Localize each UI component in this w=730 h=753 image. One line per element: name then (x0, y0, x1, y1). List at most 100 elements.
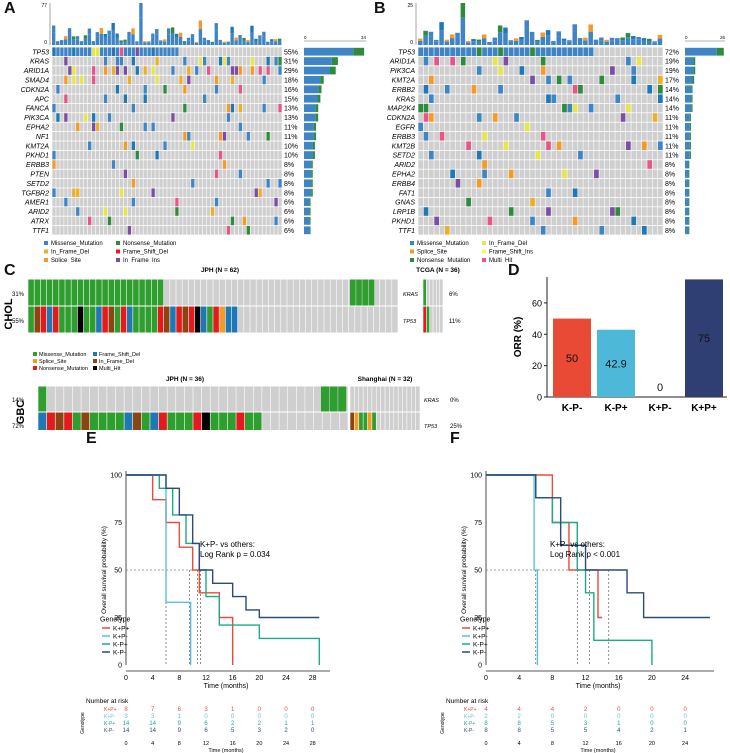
oncoplot-cell (508, 216, 514, 226)
oncoplot-cell (487, 179, 493, 188)
oncoplot-cell (482, 85, 487, 94)
oncoplot-cell (171, 188, 175, 197)
track-cell (200, 306, 207, 333)
oncoplot-cell (87, 179, 92, 188)
oncoplot-cell (546, 216, 551, 226)
top-bar (139, 3, 143, 18)
track-cell (322, 412, 331, 430)
oncoplot-cell (60, 179, 64, 188)
oncoplot-cell (620, 150, 626, 160)
track-cell (188, 279, 195, 306)
track-cell (59, 279, 65, 306)
top-bar (131, 28, 135, 35)
gene-label: SMAD4 (25, 78, 49, 85)
oncoplot-cell (262, 150, 266, 160)
risk-value: 0 (231, 714, 235, 720)
track-cell (385, 412, 390, 430)
oncoplot-cell (460, 113, 466, 122)
oncoplot-cell (514, 169, 519, 179)
oncoplot-cell (278, 216, 282, 226)
oncoplot-cell (56, 150, 60, 160)
oncoplot-cell (530, 197, 535, 207)
oncoplot-cell (657, 226, 663, 235)
oncoplot-cell (143, 94, 147, 103)
track-cell (200, 279, 207, 306)
oncoplot-cell (588, 94, 594, 103)
oncoplot-cell (439, 56, 445, 66)
oncoplot-cell (610, 75, 615, 85)
oncoplot-cell (492, 113, 498, 122)
oncoplot-cell (56, 94, 60, 103)
track-cell (219, 412, 228, 430)
oncoplot-cell (636, 216, 642, 226)
oncoplot-cell (123, 47, 128, 56)
oncoplot-cell (519, 169, 525, 179)
oncoplot-cell (572, 160, 578, 169)
oncoplot-cell (230, 150, 235, 160)
oncoplot-cell (250, 150, 254, 160)
oncoplot-cell (91, 56, 96, 66)
oncoplot-cell (64, 207, 68, 216)
oncoplot-cell (270, 150, 274, 160)
oncoplot-cell (195, 169, 199, 179)
oncoplot-cell (562, 141, 567, 150)
oncoplot-cell (262, 207, 266, 216)
track-cell (237, 306, 244, 333)
oncoplot-cell (562, 56, 567, 66)
oncoplot-cell (428, 66, 434, 75)
oncoplot-cell (594, 169, 599, 179)
track-cell (133, 412, 142, 430)
track-cell (293, 306, 300, 333)
oncoplot-cell (115, 179, 120, 188)
oncoplot-cell (175, 132, 179, 141)
oncoplot-cell (599, 75, 605, 85)
oncoplot-cell (202, 150, 207, 160)
oncoplot-cell (151, 150, 155, 160)
oncoplot-cell (151, 179, 155, 188)
oncoplot-cell (91, 169, 96, 179)
oncoplot-cell (455, 160, 461, 169)
oncoplot-cell (60, 197, 64, 207)
oncoplot-cell (214, 103, 219, 113)
track-cell (350, 412, 355, 430)
oncoplot-cell (163, 160, 167, 169)
oncoplot-cell (171, 141, 175, 150)
gene-pct: 17% (665, 78, 679, 85)
oncoplot-cell (588, 188, 594, 197)
gene-label: ARID1A (389, 59, 416, 66)
oncoplot-cell (636, 226, 642, 235)
oncoplot-cell (202, 179, 207, 188)
oncoplot-cell (230, 160, 235, 169)
oncoplot-cell (167, 113, 171, 122)
oncoplot-cell (131, 85, 135, 94)
oncoplot-cell (562, 85, 567, 94)
oncoplot-cell (56, 226, 60, 235)
oncoplot-cell (270, 132, 274, 141)
track-cell (363, 412, 368, 430)
oncoplot-cell (76, 207, 80, 216)
oncoplot-cell (610, 150, 615, 160)
oncoplot-cell (254, 75, 258, 85)
oncoplot-cell (250, 113, 254, 122)
oncoplot-cell (179, 150, 183, 160)
oncoplot-cell (572, 66, 578, 75)
oncoplot-cell (183, 75, 187, 85)
oncoplot-cell (159, 188, 163, 197)
oncoplot-cell (171, 169, 175, 179)
track-cell (398, 386, 403, 412)
oncoplot-cell (72, 85, 76, 94)
oncoplot-cell (147, 197, 151, 207)
oncoplot-cell (167, 47, 171, 56)
top-bar (230, 26, 234, 34)
oncoplot-cell (556, 47, 562, 56)
oncoplot-cell (551, 207, 557, 216)
oncoplot-cell (647, 103, 653, 113)
oncoplot-cell (615, 216, 621, 226)
y-axis-title: ORR (%) (513, 317, 524, 358)
gene-pct: 8% (665, 172, 675, 179)
track-cell (108, 306, 115, 333)
oncoplot-cell (266, 141, 270, 150)
oncoplot-cell (466, 122, 471, 132)
oncoplot-cell (87, 141, 92, 150)
oncoplot-cell (599, 197, 605, 207)
